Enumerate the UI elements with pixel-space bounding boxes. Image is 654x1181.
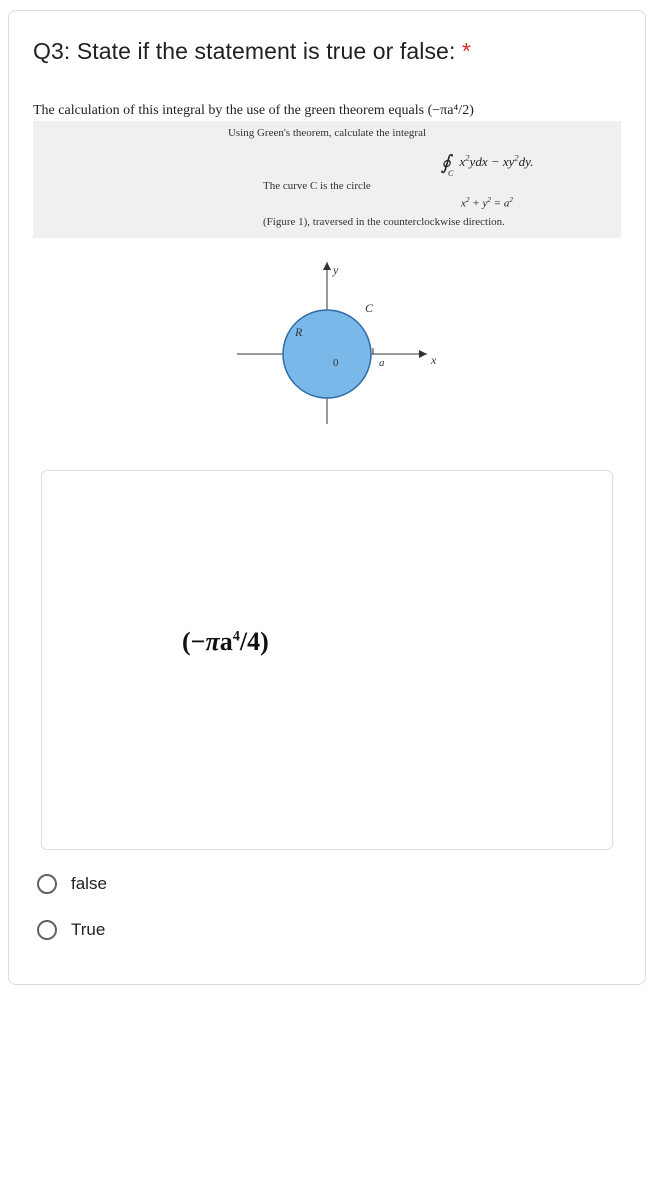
formula-text: (−πa4/4) bbox=[182, 627, 269, 657]
option-false-label: false bbox=[71, 874, 107, 894]
x-label: x bbox=[430, 353, 437, 367]
panel-intro: Using Green's theorem, calculate the int… bbox=[33, 127, 621, 139]
radio-icon bbox=[37, 874, 57, 894]
problem-statement: The calculation of this integral by the … bbox=[33, 103, 621, 119]
inner-image-box: (−πa4/4) bbox=[41, 470, 613, 850]
curve-line: The curve C is the circle bbox=[33, 180, 621, 192]
option-true-label: True bbox=[71, 920, 105, 940]
options-group: false True bbox=[33, 874, 621, 940]
traversal-line: (Figure 1), traversed in the countercloc… bbox=[33, 214, 621, 232]
origin-label: 0 bbox=[333, 357, 339, 369]
circle-region bbox=[283, 310, 371, 398]
question-card: Q3: State if the statement is true or fa… bbox=[8, 10, 646, 985]
option-true[interactable]: True bbox=[37, 920, 621, 940]
gray-panel: Using Green's theorem, calculate the int… bbox=[33, 121, 621, 238]
figure-svg: y x 0 a R C bbox=[197, 244, 457, 434]
required-asterisk: * bbox=[462, 38, 471, 64]
integral-sub: C bbox=[448, 169, 453, 178]
y-label: y bbox=[332, 263, 339, 277]
question-title: Q3: State if the statement is true or fa… bbox=[33, 35, 621, 67]
question-title-text: Q3: State if the statement is true or fa… bbox=[33, 38, 462, 64]
r-label: R bbox=[294, 325, 303, 339]
integral-expression: ∮C x2ydx − xy2dy. bbox=[33, 139, 621, 180]
a-label: a bbox=[379, 357, 385, 369]
circle-equation: x2 + y2 = a2 bbox=[33, 192, 621, 214]
option-false[interactable]: false bbox=[37, 874, 621, 894]
radio-icon bbox=[37, 920, 57, 940]
x-arrow-icon bbox=[419, 350, 427, 358]
problem-block: The calculation of this integral by the … bbox=[33, 103, 621, 850]
c-label: C bbox=[365, 301, 374, 315]
y-arrow-icon bbox=[323, 262, 331, 270]
